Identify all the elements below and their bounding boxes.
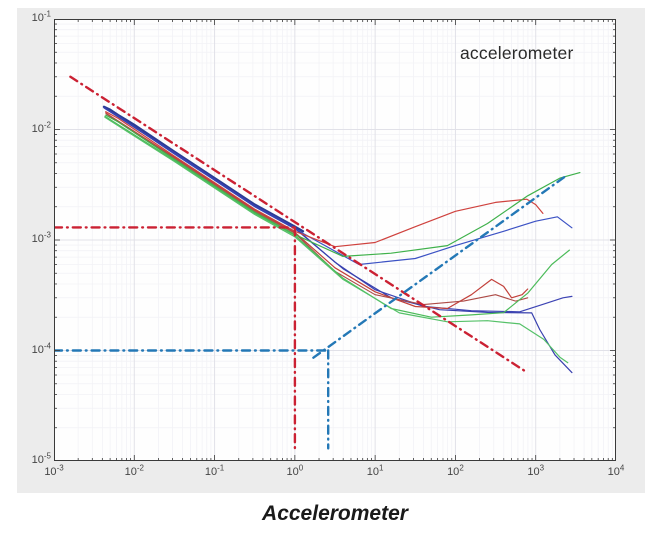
- y-tick-label: 10-5: [31, 451, 51, 466]
- figure-panel: accelerometer 10-1 10-2 10-3 10-4 10-5 10-3 1…: [17, 8, 645, 493]
- x-tick-label: 104: [607, 463, 625, 478]
- x-tick-label: 10-2: [124, 463, 144, 478]
- x-tick-label: 102: [447, 463, 464, 478]
- y-tick-label: 10-2: [31, 119, 51, 135]
- x-tick-label: 103: [527, 463, 545, 478]
- allan-deviation-chart: [54, 19, 616, 461]
- y-tick-label: 10-4: [31, 340, 51, 356]
- plot-area: accelerometer: [54, 19, 616, 461]
- x-tick-label: 101: [366, 463, 384, 478]
- figure-caption: Accelerometer: [262, 502, 408, 525]
- y-tick-label: 10-1: [31, 9, 51, 24]
- x-tick-label: 10-1: [204, 463, 225, 478]
- x-tick-label: 100: [286, 463, 304, 478]
- y-tick-label: 10-3: [31, 230, 51, 245]
- plot-annotation: accelerometer: [460, 43, 574, 63]
- x-tick-label: 10-3: [44, 463, 64, 478]
